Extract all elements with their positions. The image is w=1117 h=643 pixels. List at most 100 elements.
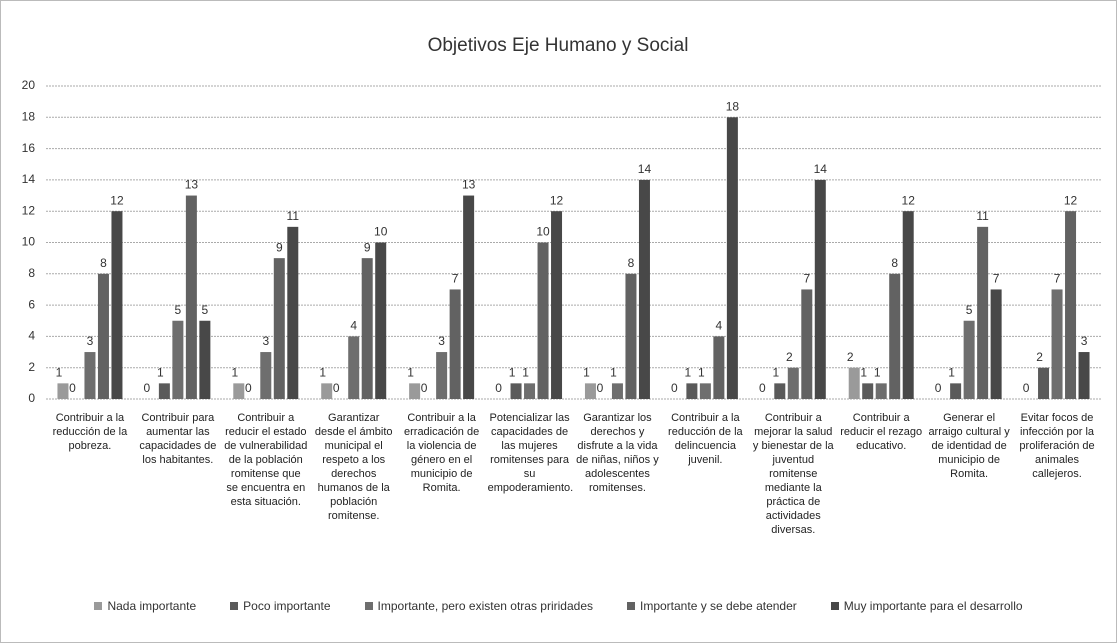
data-label: 3 — [438, 334, 445, 348]
data-label: 1 — [231, 366, 238, 380]
bar — [977, 226, 989, 399]
x-tick-label: Contribuir a la reducción de la pobreza. — [52, 412, 128, 452]
bar — [436, 352, 448, 399]
data-label: 12 — [110, 193, 124, 207]
legend-swatch — [364, 602, 373, 610]
data-label: 0 — [935, 381, 942, 395]
bar — [774, 383, 786, 399]
bar — [287, 226, 299, 399]
legend-label: Poco importante — [243, 599, 331, 613]
bar — [84, 352, 96, 399]
legend-label: Muy importante para el desarrollo — [843, 599, 1023, 613]
bar — [361, 258, 373, 399]
bar — [686, 383, 698, 399]
data-label: 1 — [948, 366, 955, 380]
x-tick-label: Contribuir a reducir el rezago educativo… — [840, 412, 923, 452]
data-label: 8 — [891, 256, 898, 270]
legend-swatch — [830, 602, 839, 610]
bar — [902, 211, 914, 399]
legend-item: Poco importante — [230, 599, 331, 613]
bar — [713, 336, 725, 399]
y-tick-label: 4 — [28, 329, 35, 343]
data-label: 0 — [245, 381, 252, 395]
data-label: 2 — [847, 350, 854, 364]
bar — [625, 273, 637, 399]
data-label: 14 — [638, 162, 652, 176]
bar — [848, 367, 860, 399]
bar — [537, 242, 549, 399]
bar — [57, 383, 69, 399]
data-label: 18 — [726, 99, 740, 113]
data-label: 1 — [772, 366, 779, 380]
data-label: 1 — [610, 366, 617, 380]
data-label: 7 — [993, 272, 1000, 286]
bar — [111, 211, 123, 399]
data-label: 4 — [350, 319, 357, 333]
data-label: 0 — [671, 381, 678, 395]
bar — [801, 289, 813, 399]
legend-label: Importante, pero existen otras priridade… — [377, 599, 593, 613]
data-label: 1 — [319, 366, 326, 380]
data-label: 1 — [583, 366, 590, 380]
legend-item: Nada importante — [94, 599, 196, 613]
legend-item: Importante y se debe atender — [627, 599, 797, 613]
data-label: 1 — [509, 366, 516, 380]
data-label: 10 — [374, 225, 388, 239]
y-tick-label: 0 — [28, 391, 35, 405]
bar — [1078, 352, 1090, 399]
y-tick-label: 18 — [22, 109, 36, 123]
data-label: 12 — [1064, 193, 1078, 207]
y-tick-label: 20 — [22, 78, 36, 92]
bar — [158, 383, 170, 399]
x-tick-label: Garantizar los derechos y disfrute a la … — [576, 412, 659, 494]
data-label: 8 — [628, 256, 635, 270]
bar — [1038, 367, 1050, 399]
bar — [260, 352, 272, 399]
bar — [510, 383, 522, 399]
bar — [787, 367, 799, 399]
data-label: 1 — [874, 366, 881, 380]
bar — [699, 383, 711, 399]
data-label: 2 — [786, 350, 793, 364]
bar — [551, 211, 563, 399]
data-label: 1 — [698, 366, 705, 380]
x-tick-label: Potencializar las capacidades de las muj… — [487, 412, 574, 494]
data-label: 11 — [976, 209, 989, 223]
x-tick-label: Contribuir a reducir el estado de vulner… — [224, 412, 308, 508]
bar — [524, 383, 536, 399]
y-tick-label: 16 — [22, 141, 36, 155]
data-label: 3 — [87, 334, 94, 348]
legend-swatch — [627, 602, 635, 610]
bar — [233, 383, 245, 399]
data-label: 1 — [407, 366, 414, 380]
data-label: 7 — [1054, 272, 1061, 286]
legend-item: Muy importante para el desarrollo — [830, 599, 1023, 613]
chart-title: Objetivos Eje Humano y Social — [428, 35, 689, 56]
bar — [1051, 289, 1063, 399]
bar — [1065, 211, 1077, 399]
bar — [185, 195, 197, 399]
data-label: 1 — [522, 366, 529, 380]
bar — [375, 242, 387, 399]
legend-swatch — [94, 602, 103, 610]
data-label: 4 — [716, 319, 723, 333]
data-label: 9 — [364, 240, 371, 254]
data-label: 1 — [685, 366, 692, 380]
data-label: 0 — [69, 381, 76, 395]
y-tick-label: 10 — [22, 235, 36, 249]
x-tick-label: Evitar focos de infección por la prolife… — [1019, 412, 1095, 480]
legend-label: Importante y se debe atender — [640, 599, 797, 613]
bar — [97, 273, 109, 399]
data-label: 0 — [333, 381, 340, 395]
y-tick-label: 14 — [22, 172, 36, 186]
data-label: 11 — [287, 209, 300, 223]
data-label: 12 — [550, 193, 564, 207]
bar — [875, 383, 887, 399]
legend-label: Nada importante — [107, 599, 197, 613]
data-label: 7 — [452, 272, 459, 286]
data-label: 1 — [56, 366, 63, 380]
legend-swatch — [230, 602, 239, 610]
data-label: 13 — [185, 178, 199, 192]
y-tick-label: 6 — [28, 297, 35, 311]
